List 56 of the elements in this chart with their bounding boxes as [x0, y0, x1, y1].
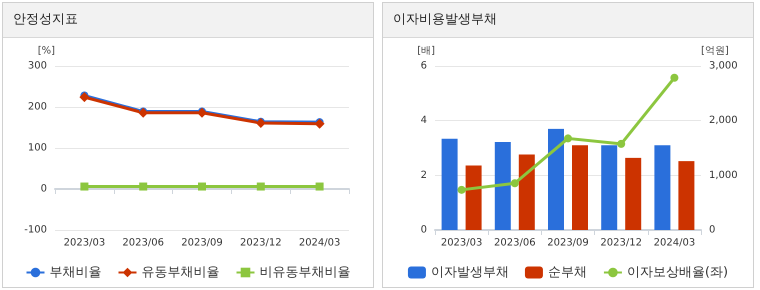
- legend-label: 부채비율: [50, 265, 102, 280]
- y2-tick-label: 2,000: [709, 115, 738, 126]
- y-tick-label: 300: [28, 60, 47, 72]
- y-tick-label: 4: [420, 115, 427, 126]
- legend-label: 유동부채비율: [142, 265, 220, 280]
- x-tick-label: 2023/03: [440, 238, 482, 248]
- y-tick-label: 0: [420, 224, 427, 236]
- bar: [654, 145, 670, 230]
- x-tick-label: 2023/06: [122, 238, 164, 248]
- x-tick-label: 2023/09: [181, 238, 223, 248]
- bar: [494, 142, 511, 230]
- x-tick-label: 2023/12: [240, 238, 282, 248]
- y-tick-label: 6: [420, 60, 427, 72]
- y-tick-label: 2: [420, 170, 427, 181]
- bar: [466, 165, 482, 230]
- bar: [518, 154, 535, 230]
- point: [510, 179, 519, 188]
- chart-title: 안정성지표: [3, 3, 373, 38]
- bar: [572, 145, 588, 230]
- y-tick-label: 200: [28, 102, 47, 112]
- y2-tick-label: 3,000: [709, 60, 738, 72]
- legend-label: 이자발생부채: [430, 265, 509, 280]
- point: [617, 140, 626, 148]
- legend-label: 순부채: [548, 265, 587, 280]
- bar: [678, 161, 694, 230]
- y2-tick-label: 1,000: [709, 170, 738, 181]
- legend-label: 이자보상배율(좌): [626, 265, 728, 280]
- bar: [625, 158, 642, 230]
- point: [458, 186, 466, 194]
- y2-tick-label: 0: [709, 224, 716, 236]
- point: [564, 134, 572, 142]
- bar: [548, 128, 564, 230]
- bar: [601, 145, 618, 230]
- y-tick-label: 0: [40, 184, 47, 194]
- y-axis-title: [배]: [417, 46, 436, 56]
- point: [670, 74, 678, 82]
- x-tick-label: 2023/09: [547, 238, 589, 248]
- point: [139, 182, 148, 191]
- point: [256, 182, 265, 191]
- point: [314, 118, 325, 129]
- x-tick-label: 2023/06: [494, 238, 536, 248]
- point: [79, 92, 90, 102]
- x-tick-label: 2024/03: [654, 238, 696, 248]
- y2-axis-title: [억원]: [701, 46, 729, 56]
- y-tick-label: -100: [24, 224, 47, 236]
- point: [316, 182, 324, 191]
- point: [80, 182, 88, 191]
- x-tick-label: 2023/12: [600, 238, 642, 248]
- y-tick-label: 100: [28, 142, 47, 154]
- legend-label: 비유동부채비율: [260, 265, 350, 280]
- x-tick-label: 2024/03: [298, 238, 340, 248]
- point: [198, 182, 206, 191]
- y-axis-title: [%]: [38, 46, 56, 56]
- bar: [442, 138, 458, 230]
- x-tick-label: 2023/03: [64, 238, 106, 248]
- chart-title: 이자비용발생부채: [383, 3, 753, 38]
